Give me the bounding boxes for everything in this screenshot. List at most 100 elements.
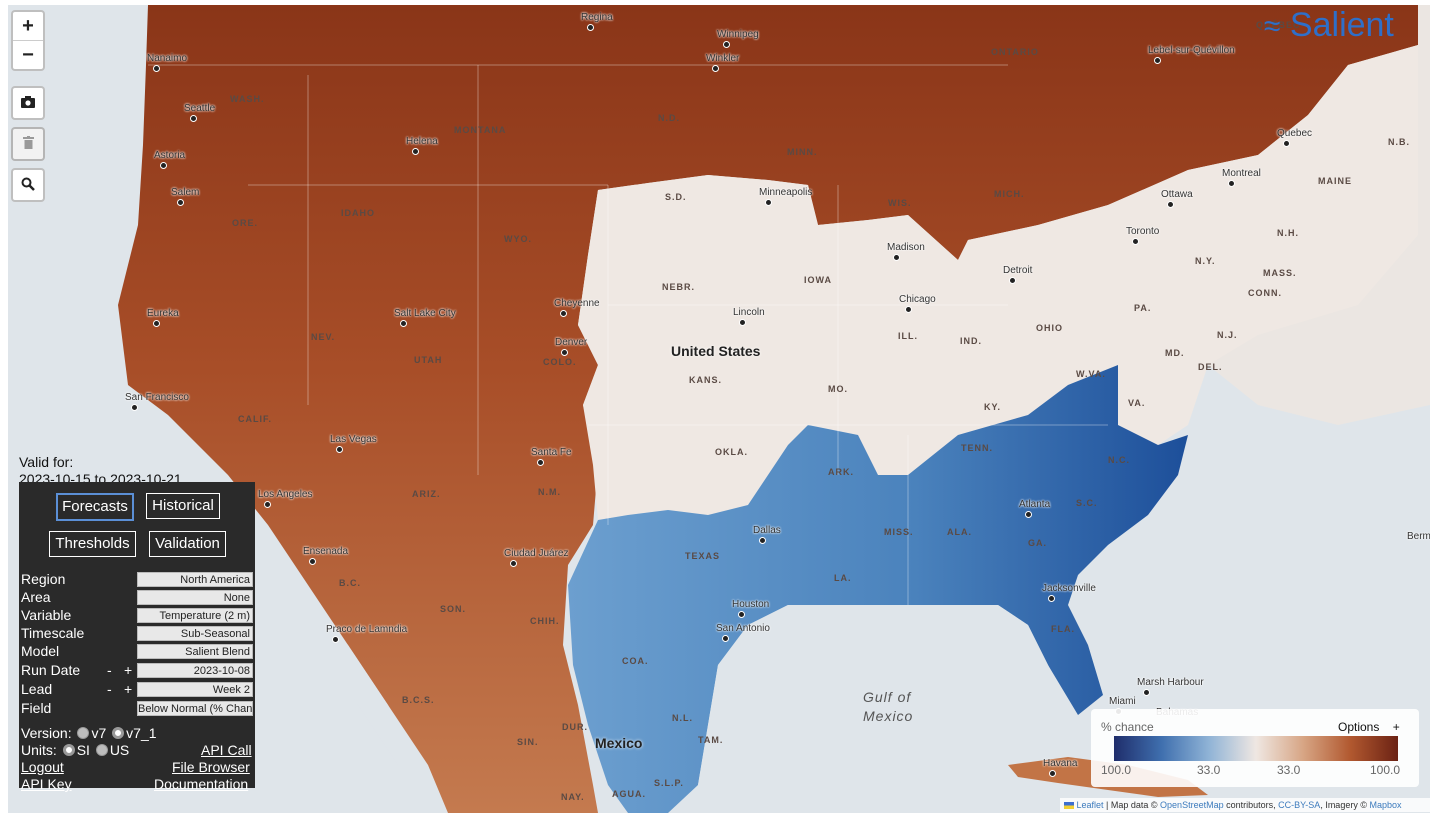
region-label: N.J. (1217, 330, 1238, 340)
file-browser-link[interactable]: File Browser (172, 759, 250, 775)
field-select-lead[interactable]: Week 2 (137, 682, 253, 697)
version-label: Version: (21, 725, 72, 741)
region-label: MISS. (884, 527, 914, 537)
water-label: Mexico (863, 708, 914, 724)
run-date-decrement[interactable]: - (107, 662, 112, 678)
tab-thresholds[interactable]: Thresholds (49, 531, 136, 557)
api-call-link[interactable]: API Call (201, 742, 252, 758)
lead-increment[interactable]: + (124, 681, 133, 697)
field-select-model[interactable]: Salient Blend (137, 644, 253, 659)
city-marker (739, 319, 746, 326)
documentation-link[interactable]: Documentation (154, 776, 249, 792)
license-link[interactable]: CC-BY-SA (1278, 800, 1321, 810)
city-marker (1048, 595, 1055, 602)
field-label-timescale: Timescale (21, 625, 85, 641)
city-marker (893, 254, 900, 261)
api-key-link[interactable]: API Key (21, 776, 72, 792)
city-label: Jacksonville (1042, 583, 1096, 594)
tab-forecasts[interactable]: Forecasts (56, 493, 134, 521)
city-marker (723, 41, 730, 48)
mapbox-link[interactable]: Mapbox (1369, 800, 1402, 810)
field-label-model: Model (21, 643, 60, 659)
region-label: COLO. (543, 357, 577, 367)
city-label: Houston (732, 599, 770, 610)
region-label: VA. (1128, 398, 1146, 408)
city-label: Lincoln (733, 307, 765, 318)
leaflet-link[interactable]: Leaflet (1076, 800, 1104, 810)
brand-name: Salient (1289, 6, 1394, 44)
city-marker (153, 320, 160, 327)
attribution-text-1: | Map data © (1103, 800, 1161, 810)
region-label: NEV. (311, 332, 336, 342)
version-option-v7_1[interactable]: v7_1 (126, 725, 157, 741)
city-label: Ciudad Juárez (504, 548, 569, 559)
units-radio-us[interactable] (95, 744, 108, 756)
region-label: CALIF. (238, 414, 272, 424)
city-marker (510, 560, 517, 567)
field-select-timescale[interactable]: Sub-Seasonal (137, 626, 253, 641)
city-marker (1049, 770, 1056, 777)
field-select-region[interactable]: North America (137, 572, 253, 587)
zoom-out-button[interactable]: − (13, 40, 43, 69)
field-label-region: Region (21, 571, 66, 587)
gulf-of-california (308, 605, 448, 813)
region-label: WIS. (888, 198, 912, 208)
valid-for-label: Valid for: (19, 454, 74, 470)
run-date-increment[interactable]: + (124, 662, 133, 678)
city-label: Salem (171, 187, 200, 198)
region-label: FLA. (1051, 624, 1075, 634)
city-marker (905, 306, 912, 313)
city-label: Madison (887, 242, 925, 253)
city-marker (738, 611, 745, 618)
city-marker (1154, 57, 1161, 64)
field-select-variable[interactable]: Temperature (2 m) (137, 608, 253, 623)
region-label: COA. (622, 656, 649, 666)
city-label: Lebel-sur-Quévillon (1148, 45, 1235, 56)
city-label: Regina (581, 12, 613, 23)
city-marker (309, 558, 316, 565)
tab-historical[interactable]: Historical (146, 493, 220, 519)
units-radio-si[interactable] (62, 744, 75, 756)
neutral-region (578, 45, 1418, 520)
version-option-v7[interactable]: v7 (91, 725, 107, 741)
city-marker (1143, 689, 1150, 696)
version-radio-v7[interactable] (77, 727, 90, 739)
region-label: N.H. (1277, 228, 1299, 238)
region-label: ONTARIO (991, 47, 1039, 57)
lead-decrement[interactable]: - (107, 681, 112, 697)
boundaries (148, 64, 1108, 605)
city-label: Dallas (753, 525, 781, 536)
legend-options-label: Options (1338, 720, 1380, 734)
warm-region (118, 5, 1418, 813)
field-select-field[interactable]: Below Normal (% Chance) (137, 701, 253, 716)
city-label: San Francisco (125, 392, 189, 403)
version-radio-v7_1[interactable] (112, 727, 125, 739)
region-label: ALA. (947, 527, 972, 537)
logout-link[interactable]: Logout (21, 759, 64, 775)
tab-validation[interactable]: Validation (149, 531, 226, 557)
osm-link[interactable]: OpenStreetMap (1160, 800, 1224, 810)
field-label-lead: Lead (21, 681, 53, 697)
city-marker (561, 349, 568, 356)
legend-options-button[interactable]: Options + (1338, 720, 1400, 734)
region-label: MD. (1165, 348, 1185, 358)
field-select-run-date[interactable]: 2023-10-08 (137, 663, 253, 678)
city-label: Seattle (184, 103, 216, 114)
region-label: N.C. (1108, 455, 1130, 465)
city-label: Atlanta (1019, 499, 1051, 510)
city-label: Praco de Lamndia (326, 624, 408, 635)
search-button[interactable] (11, 168, 45, 202)
units-option-si[interactable]: SI (76, 742, 90, 758)
field-select-area[interactable]: None (137, 590, 253, 605)
region-label: MICH. (994, 189, 1025, 199)
region-label: MASS. (1263, 268, 1297, 278)
region-label: MONTANA (454, 125, 507, 135)
screenshot-button[interactable] (11, 86, 45, 120)
delete-button[interactable] (11, 127, 45, 161)
units-option-us[interactable]: US (109, 742, 130, 758)
zoom-in-button[interactable]: + (22, 15, 34, 37)
region-label: MINN. (787, 147, 818, 157)
region-label: KY. (984, 402, 1002, 412)
city-marker (1228, 180, 1235, 187)
city-marker (537, 459, 544, 466)
